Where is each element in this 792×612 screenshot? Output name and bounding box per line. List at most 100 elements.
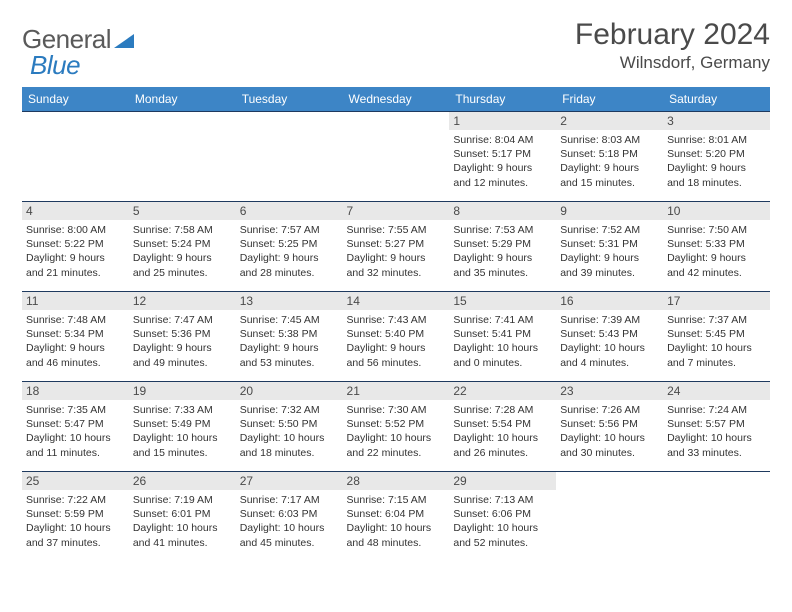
daylight2-text: and 42 minutes. <box>667 266 766 280</box>
daylight2-text: and 11 minutes. <box>26 446 125 460</box>
sunset-text: Sunset: 5:18 PM <box>560 147 659 161</box>
sunrise-text: Sunrise: 7:43 AM <box>347 313 446 327</box>
calendar-body: 1Sunrise: 8:04 AMSunset: 5:17 PMDaylight… <box>22 112 770 562</box>
day-header: Wednesday <box>343 87 450 112</box>
daylight2-text: and 32 minutes. <box>347 266 446 280</box>
sunset-text: Sunset: 5:22 PM <box>26 237 125 251</box>
sunrise-text: Sunrise: 8:04 AM <box>453 133 552 147</box>
sunrise-text: Sunrise: 8:00 AM <box>26 223 125 237</box>
daylight1-text: Daylight: 10 hours <box>26 431 125 445</box>
sunrise-text: Sunrise: 7:37 AM <box>667 313 766 327</box>
day-details: Sunrise: 7:22 AMSunset: 5:59 PMDaylight:… <box>26 493 125 550</box>
daylight1-text: Daylight: 10 hours <box>240 521 339 535</box>
calendar-day-cell: 24Sunrise: 7:24 AMSunset: 5:57 PMDayligh… <box>663 382 770 472</box>
daylight1-text: Daylight: 10 hours <box>133 431 232 445</box>
day-details: Sunrise: 7:32 AMSunset: 5:50 PMDaylight:… <box>240 403 339 460</box>
daylight1-text: Daylight: 10 hours <box>453 431 552 445</box>
day-number: 16 <box>556 292 663 310</box>
calendar-day-cell: 1Sunrise: 8:04 AMSunset: 5:17 PMDaylight… <box>449 112 556 202</box>
day-header-row: Sunday Monday Tuesday Wednesday Thursday… <box>22 87 770 112</box>
calendar-grid: Sunday Monday Tuesday Wednesday Thursday… <box>22 87 770 562</box>
daylight2-text: and 18 minutes. <box>240 446 339 460</box>
sunrise-text: Sunrise: 7:39 AM <box>560 313 659 327</box>
day-number: 7 <box>343 202 450 220</box>
daylight2-text: and 0 minutes. <box>453 356 552 370</box>
day-details: Sunrise: 7:28 AMSunset: 5:54 PMDaylight:… <box>453 403 552 460</box>
daylight1-text: Daylight: 10 hours <box>560 341 659 355</box>
daylight2-text: and 45 minutes. <box>240 536 339 550</box>
day-details: Sunrise: 8:04 AMSunset: 5:17 PMDaylight:… <box>453 133 552 190</box>
day-number: 23 <box>556 382 663 400</box>
sunset-text: Sunset: 5:59 PM <box>26 507 125 521</box>
sunset-text: Sunset: 5:33 PM <box>667 237 766 251</box>
day-header: Sunday <box>22 87 129 112</box>
sunset-text: Sunset: 6:06 PM <box>453 507 552 521</box>
calendar-day-cell: 23Sunrise: 7:26 AMSunset: 5:56 PMDayligh… <box>556 382 663 472</box>
day-details: Sunrise: 7:50 AMSunset: 5:33 PMDaylight:… <box>667 223 766 280</box>
calendar-day-cell <box>236 112 343 202</box>
sunset-text: Sunset: 5:43 PM <box>560 327 659 341</box>
daylight1-text: Daylight: 10 hours <box>240 431 339 445</box>
daylight1-text: Daylight: 9 hours <box>347 341 446 355</box>
daylight2-text: and 41 minutes. <box>133 536 232 550</box>
day-number: 26 <box>129 472 236 490</box>
calendar-day-cell: 14Sunrise: 7:43 AMSunset: 5:40 PMDayligh… <box>343 292 450 382</box>
day-number: 4 <box>22 202 129 220</box>
calendar-day-cell: 22Sunrise: 7:28 AMSunset: 5:54 PMDayligh… <box>449 382 556 472</box>
day-number: 29 <box>449 472 556 490</box>
day-number: 13 <box>236 292 343 310</box>
sunrise-text: Sunrise: 7:24 AM <box>667 403 766 417</box>
day-number: 3 <box>663 112 770 130</box>
sunset-text: Sunset: 5:49 PM <box>133 417 232 431</box>
sunrise-text: Sunrise: 7:41 AM <box>453 313 552 327</box>
daylight2-text: and 15 minutes. <box>133 446 232 460</box>
logo-triangle-icon <box>114 32 134 53</box>
sunrise-text: Sunrise: 7:53 AM <box>453 223 552 237</box>
day-details: Sunrise: 8:00 AMSunset: 5:22 PMDaylight:… <box>26 223 125 280</box>
daylight2-text: and 37 minutes. <box>26 536 125 550</box>
sunset-text: Sunset: 5:36 PM <box>133 327 232 341</box>
daylight1-text: Daylight: 9 hours <box>240 341 339 355</box>
day-details: Sunrise: 7:24 AMSunset: 5:57 PMDaylight:… <box>667 403 766 460</box>
day-number: 14 <box>343 292 450 310</box>
day-details: Sunrise: 7:15 AMSunset: 6:04 PMDaylight:… <box>347 493 446 550</box>
sunrise-text: Sunrise: 7:52 AM <box>560 223 659 237</box>
daylight1-text: Daylight: 9 hours <box>347 251 446 265</box>
day-details: Sunrise: 7:39 AMSunset: 5:43 PMDaylight:… <box>560 313 659 370</box>
title-location: Wilnsdorf, Germany <box>575 53 770 73</box>
day-number: 11 <box>22 292 129 310</box>
daylight2-text: and 33 minutes. <box>667 446 766 460</box>
daylight2-text: and 30 minutes. <box>560 446 659 460</box>
calendar-day-cell: 18Sunrise: 7:35 AMSunset: 5:47 PMDayligh… <box>22 382 129 472</box>
day-number: 9 <box>556 202 663 220</box>
sunrise-text: Sunrise: 7:45 AM <box>240 313 339 327</box>
daylight1-text: Daylight: 10 hours <box>133 521 232 535</box>
sunrise-text: Sunrise: 7:50 AM <box>667 223 766 237</box>
sunset-text: Sunset: 5:47 PM <box>26 417 125 431</box>
daylight1-text: Daylight: 10 hours <box>347 431 446 445</box>
calendar-day-cell: 5Sunrise: 7:58 AMSunset: 5:24 PMDaylight… <box>129 202 236 292</box>
calendar-day-cell: 10 Sunrise: 7:50 AMSunset: 5:33 PMDayligh… <box>663 202 770 292</box>
day-number: 19 <box>129 382 236 400</box>
day-number: 25 <box>22 472 129 490</box>
calendar-day-cell <box>22 112 129 202</box>
day-number: 12 <box>129 292 236 310</box>
calendar-week-row: 25Sunrise: 7:22 AMSunset: 5:59 PMDayligh… <box>22 472 770 562</box>
day-number: 10 <box>663 202 770 220</box>
sunrise-text: Sunrise: 7:26 AM <box>560 403 659 417</box>
day-number: 18 <box>22 382 129 400</box>
calendar-page: General February 2024 Wilnsdorf, Germany… <box>0 0 792 580</box>
sunrise-text: Sunrise: 8:03 AM <box>560 133 659 147</box>
sunrise-text: Sunrise: 7:48 AM <box>26 313 125 327</box>
daylight1-text: Daylight: 9 hours <box>453 161 552 175</box>
sunset-text: Sunset: 5:54 PM <box>453 417 552 431</box>
calendar-day-cell: 21Sunrise: 7:30 AMSunset: 5:52 PMDayligh… <box>343 382 450 472</box>
day-number: 6 <box>236 202 343 220</box>
calendar-day-cell: 11Sunrise: 7:48 AMSunset: 5:34 PMDayligh… <box>22 292 129 382</box>
sunrise-text: Sunrise: 7:22 AM <box>26 493 125 507</box>
sunset-text: Sunset: 5:50 PM <box>240 417 339 431</box>
calendar-day-cell: 16 Sunrise: 7:39 AMSunset: 5:43 PMDayligh… <box>556 292 663 382</box>
sunrise-text: Sunrise: 7:17 AM <box>240 493 339 507</box>
sunrise-text: Sunrise: 7:55 AM <box>347 223 446 237</box>
page-header: General February 2024 Wilnsdorf, Germany <box>22 18 770 73</box>
